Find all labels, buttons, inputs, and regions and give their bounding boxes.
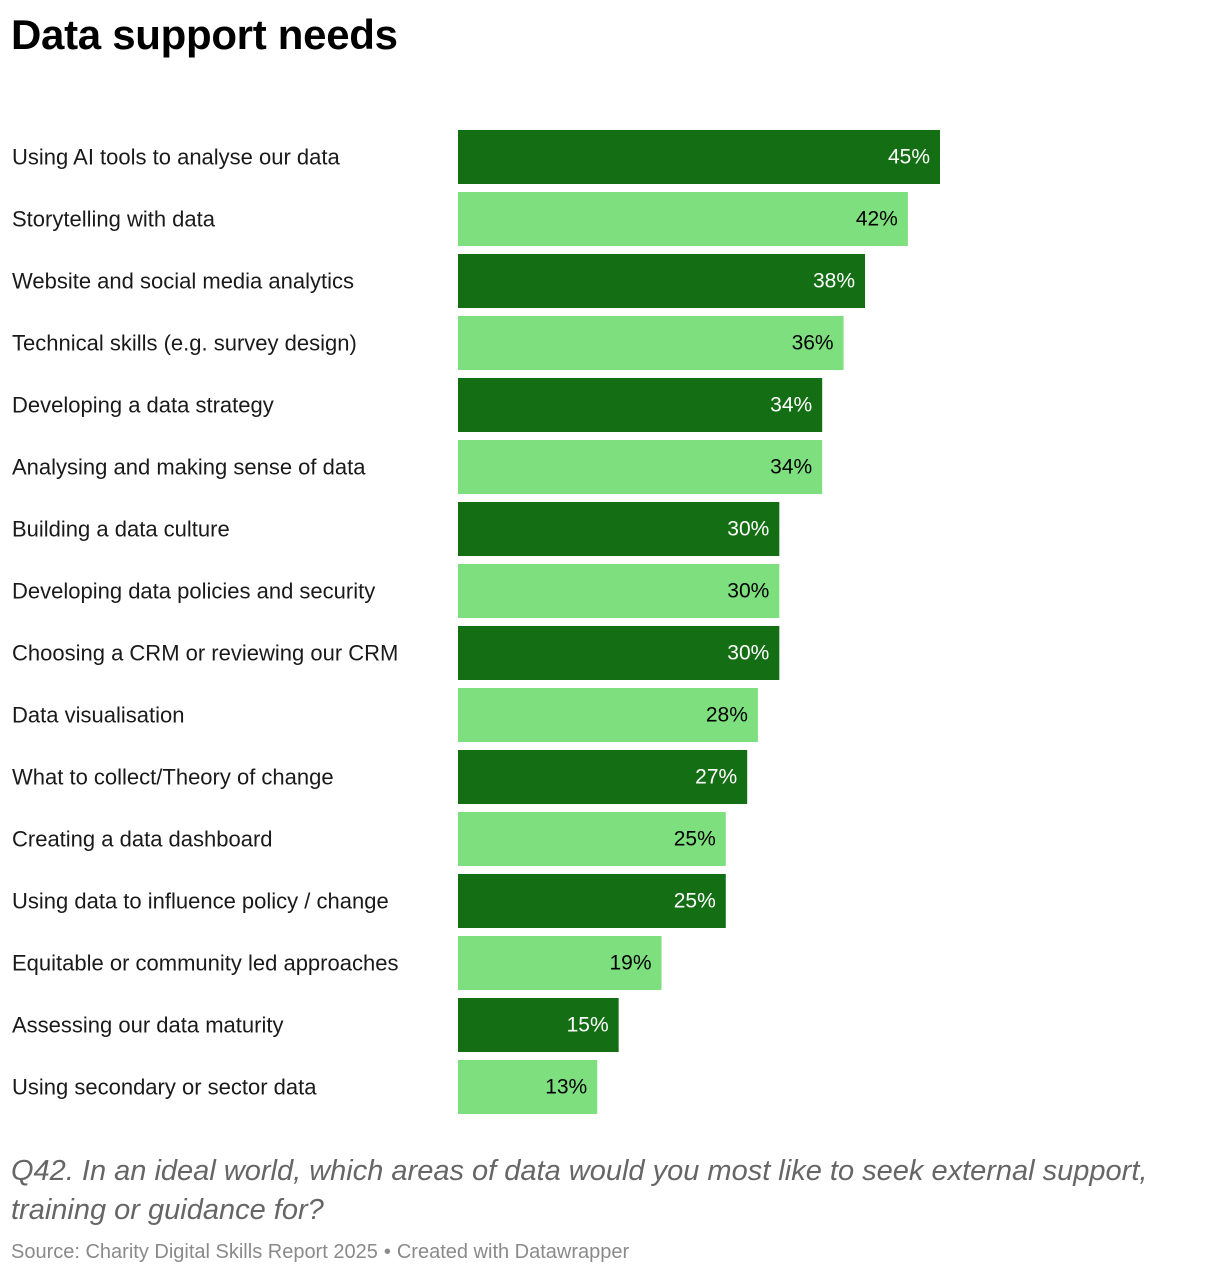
- footer: Source: Charity Digital Skills Report 20…: [11, 1238, 629, 1266]
- value-label: 38%: [813, 270, 855, 293]
- value-label: 25%: [674, 828, 716, 851]
- datawrapper-credit: Created with Datawrapper: [396, 1241, 630, 1263]
- source-note: Source: Charity Digital Skills Report 20…: [11, 1241, 378, 1263]
- value-label: 30%: [727, 580, 769, 603]
- category-label: What to collect/Theory of change: [12, 765, 334, 790]
- category-label: Technical skills (e.g. survey design): [12, 331, 357, 356]
- value-label: 19%: [609, 952, 651, 975]
- bar: [458, 130, 940, 184]
- value-label: 30%: [727, 642, 769, 665]
- survey-question: Q42. In an ideal world, which areas of d…: [11, 1155, 1148, 1226]
- category-label: Storytelling with data: [12, 207, 216, 232]
- bars-group: Using AI tools to analyse our data 45% Sto…: [12, 130, 940, 1114]
- category-label: Building a data culture: [12, 517, 230, 542]
- bar: [458, 626, 780, 680]
- value-label: 28%: [706, 704, 748, 727]
- value-label: 25%: [674, 890, 716, 913]
- value-label: 45%: [888, 146, 930, 169]
- category-label: Data visualisation: [12, 703, 184, 728]
- bar: [458, 316, 844, 370]
- bar: [458, 192, 908, 246]
- category-label: Developing a data strategy: [12, 393, 274, 418]
- category-label: Using secondary or sector data: [12, 1075, 317, 1100]
- bar: [458, 440, 823, 494]
- value-label: 30%: [727, 518, 769, 541]
- value-label: 13%: [545, 1076, 587, 1099]
- value-label: 15%: [567, 1014, 609, 1037]
- bar: [458, 688, 758, 742]
- bar: [458, 1060, 598, 1114]
- category-label: Creating a data dashboard: [12, 827, 273, 852]
- category-label: Using data to influence policy / change: [12, 889, 389, 914]
- bar: [458, 564, 780, 618]
- bar: [458, 502, 780, 556]
- chart-title: Data support needs: [11, 11, 398, 58]
- category-label: Analysing and making sense of data: [12, 455, 366, 480]
- value-label: 36%: [792, 332, 834, 355]
- bar: [458, 936, 662, 990]
- value-label: 27%: [695, 766, 737, 789]
- value-label: 42%: [856, 208, 898, 231]
- category-label: Using AI tools to analyse our data: [12, 145, 341, 170]
- value-label: 34%: [770, 456, 812, 479]
- category-label: Assessing our data maturity: [12, 1013, 283, 1038]
- bar: [458, 750, 748, 804]
- bar: [458, 378, 823, 432]
- category-label: Choosing a CRM or reviewing our CRM: [12, 641, 398, 666]
- bar: [458, 254, 866, 308]
- footer-separator: •: [383, 1241, 391, 1263]
- bar-chart: Using AI tools to analyse our data 45% Sto…: [12, 130, 940, 1114]
- value-label: 34%: [770, 394, 812, 417]
- category-label: Equitable or community led approaches: [12, 951, 398, 976]
- bar: [458, 874, 726, 928]
- bar: [458, 998, 619, 1052]
- category-label: Website and social media analytics: [12, 269, 354, 294]
- category-label: Developing data policies and security: [12, 579, 375, 604]
- bar: [458, 812, 726, 866]
